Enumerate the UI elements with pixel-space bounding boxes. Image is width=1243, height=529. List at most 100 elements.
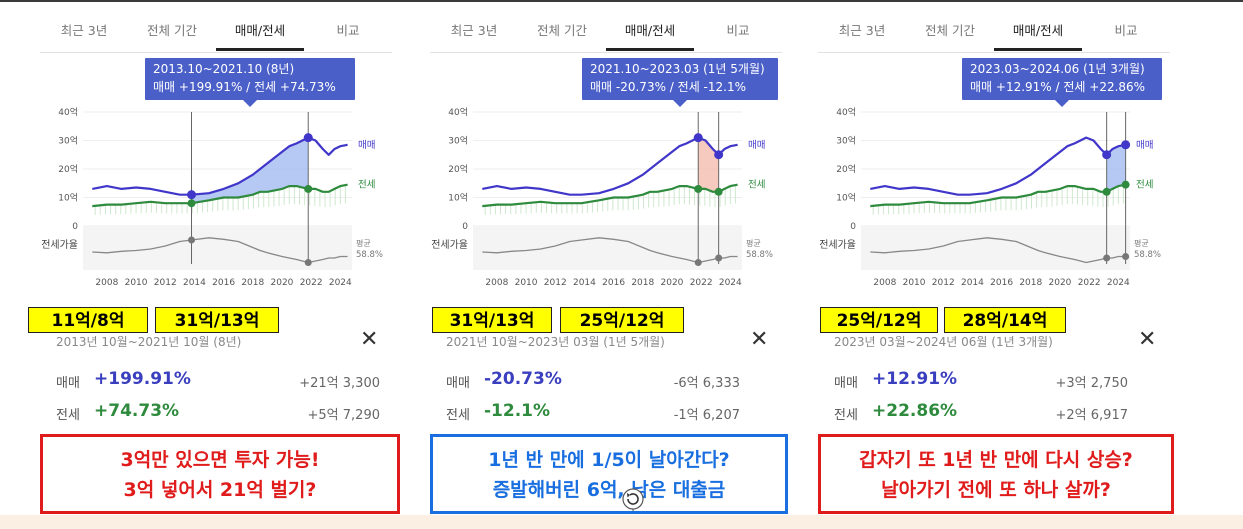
ratio-label: 전세가율 [819, 239, 856, 251]
sale-line [870, 136, 1126, 196]
tooltip-change: 매매 -20.73% / 전세 -12.1% [590, 80, 746, 94]
tab-sale-jeonse[interactable]: 매매/전세 [624, 23, 676, 38]
x-tick-label: 2020 [661, 278, 684, 288]
jeonse-series-label: 전세 [748, 180, 765, 191]
callout-box: 갑자기 또 1년 반 만에 다시 상승? 날아가기 전에 또 하나 살까? [818, 434, 1174, 514]
ratio-label: 전세가율 [431, 239, 468, 251]
x-tick-label: 2014 [183, 278, 206, 288]
x-tick-label: 2012 [544, 278, 567, 288]
period-fill [191, 137, 309, 204]
x-tick-label: 2008 [873, 278, 896, 288]
panel-3: 최근 3년 전체 기간 매매/전세 비교 40억 30억 20억 10억 0 전세가율 평균… [818, 2, 1188, 514]
tooltip-change: 매매 +199.91% / 전세 +74.73% [153, 80, 336, 94]
ratio-label: 전세가율 [41, 239, 78, 251]
range-tooltip: 2021.10~2023.03 (1년 5개월) 매매 -20.73% / 전세… [582, 58, 778, 107]
callout-line-1: 갑자기 또 1년 반 만에 다시 상승? [859, 449, 1133, 471]
price-from-box: 31억/13억 [432, 307, 552, 333]
price-chart[interactable]: 40억 30억 20억 10억 0 전세가율 평균 58.8% 2008 2010 2012 2014… [40, 54, 410, 299]
callout-line-1: 3억만 있으면 투자 가능! [120, 449, 320, 471]
jeonse-amount: -1억 6,207 [673, 408, 740, 423]
y-tick-label: 0 [462, 222, 468, 232]
jeonse-label: 전세 [446, 408, 470, 423]
jeonse-line [870, 183, 1126, 208]
tab-compare[interactable]: 비교 [1114, 23, 1138, 38]
ratio-marker [715, 254, 723, 262]
x-tick-label: 2024 [1107, 278, 1130, 288]
tab-all-period[interactable]: 전체 기간 [925, 23, 975, 38]
tab-all-period[interactable]: 전체 기간 [537, 23, 587, 38]
ratio-line [482, 237, 738, 264]
tab-all-period[interactable]: 전체 기간 [147, 23, 197, 38]
tab-recent-3y[interactable]: 최근 3년 [60, 23, 108, 38]
y-tick-label: 40억 [836, 106, 856, 118]
jeonse-percent: +22.86% [872, 401, 958, 421]
y-tick-label: 10억 [836, 192, 856, 204]
callout-line-1: 1년 반 만에 1/5이 날아간다? [488, 449, 730, 471]
tab-compare[interactable]: 비교 [726, 23, 750, 38]
x-tick-label: 2016 [602, 278, 625, 288]
x-tick-label: 2022 [690, 278, 713, 288]
tab-compare[interactable]: 비교 [336, 23, 360, 38]
rotate-icon[interactable] [621, 487, 645, 511]
jeonse-amount: +2억 6,917 [1055, 408, 1128, 423]
jeonse-label: 전세 [56, 408, 80, 423]
sale-line [482, 136, 738, 196]
callout-line-2: 3억 넣어서 21억 벌기? [123, 479, 317, 501]
period-text: 2013년 10월~2021년 10월 (8년) [56, 335, 242, 349]
x-tick-label: 2008 [485, 278, 508, 288]
y-tick-label: 40억 [448, 106, 468, 118]
sale-marker [303, 133, 313, 143]
tab-sale-jeonse[interactable]: 매매/전세 [1012, 23, 1064, 38]
avg-label: 평균 [746, 238, 761, 248]
tooltip-period: 2023.03~2024.06 (1년 3개월) [970, 62, 1145, 76]
x-tick-label: 2010 [515, 278, 538, 288]
period-text: 2023년 03월~2024년 06월 (1년 3개월) [834, 335, 1053, 349]
tab-recent-3y[interactable]: 최근 3년 [450, 23, 498, 38]
range-tooltip: 2023.03~2024.06 (1년 3개월) 매매 +12.91% / 전세… [962, 58, 1162, 107]
y-tick-label: 0 [850, 222, 856, 232]
x-tick-label: 2020 [1049, 278, 1072, 288]
price-chart[interactable]: 40억 30억 20억 10억 0 전세가율 평균 58.8% 2008 2010 2012 2014… [818, 54, 1188, 299]
jeonse-series-label: 전세 [1136, 180, 1153, 191]
period-fill [698, 137, 719, 192]
jeonse-series-label: 전세 [358, 180, 375, 191]
price-from-box: 11억/8억 [28, 307, 148, 333]
price-chart[interactable]: 40억 30억 20억 10억 0 전세가율 평균 58.8% 2008 2010 2012 2014… [430, 54, 800, 299]
ratio-marker [1122, 253, 1130, 260]
y-tick-label: 40억 [58, 106, 78, 118]
tab-sale-jeonse[interactable]: 매매/전세 [234, 23, 286, 38]
tab-recent-3y[interactable]: 최근 3년 [838, 23, 886, 38]
avg-label: 평균 [1134, 238, 1149, 248]
period-text: 2021년 10월~2023년 03월 (1년 5개월) [446, 335, 665, 349]
x-tick-label: 2022 [1078, 278, 1101, 288]
ratio-band [83, 226, 352, 270]
y-tick-label: 20억 [836, 163, 856, 175]
y-tick-label: 20억 [448, 163, 468, 175]
tab-bar: 최근 3년 전체 기간 매매/전세 비교 [40, 2, 392, 53]
x-tick-label: 2020 [271, 278, 294, 288]
jeonse-marker [1121, 180, 1130, 189]
active-tab-underline [216, 48, 304, 51]
sale-series-label: 매매 [358, 140, 375, 151]
sale-amount: -6억 6,333 [673, 376, 740, 391]
sale-label: 매매 [834, 376, 858, 391]
close-icon[interactable]: ✕ [360, 327, 379, 352]
sale-series-label: 매매 [1136, 140, 1153, 151]
y-tick-label: 0 [72, 222, 78, 232]
price-to-box: 31억/13억 [155, 307, 279, 333]
jeonse-percent: -12.1% [484, 401, 551, 421]
close-icon[interactable]: ✕ [750, 327, 769, 352]
jeonse-marker [694, 184, 703, 193]
jeonse-line [92, 183, 348, 208]
tab-bar: 최근 3년 전체 기간 매매/전세 비교 [818, 2, 1170, 53]
jeonse-line [482, 183, 738, 208]
close-icon[interactable]: ✕ [1138, 327, 1157, 352]
x-tick-label: 2024 [719, 278, 742, 288]
x-tick-label: 2018 [241, 278, 264, 288]
y-tick-label: 20억 [58, 163, 78, 175]
x-tick-label: 2024 [329, 278, 352, 288]
ratio-band [473, 226, 742, 270]
sale-label: 매매 [56, 376, 80, 391]
jeonse-marker [304, 184, 313, 193]
sale-marker [693, 133, 703, 143]
